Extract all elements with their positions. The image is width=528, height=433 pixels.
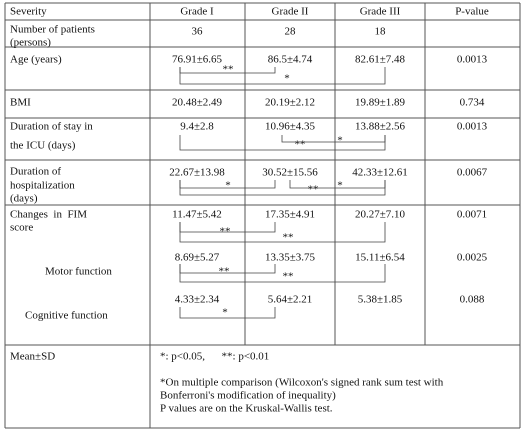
comparison-bracket	[179, 264, 386, 283]
p-value: 0.0025	[457, 252, 488, 264]
value-cell: 30.52±15.56	[262, 167, 318, 179]
row-label: (persons)	[10, 37, 51, 49]
value-cell: 22.67±13.98	[169, 167, 225, 179]
header-cell: Severity	[10, 6, 47, 18]
header-cell: Grade III	[360, 6, 401, 18]
row-label: Duration of	[10, 166, 61, 178]
significance-mark: *	[225, 180, 231, 192]
value-cell: 4.33±2.34	[175, 294, 220, 306]
value-cell: 20.19±2.12	[265, 97, 315, 109]
value-cell: 10.96±4.35	[265, 121, 316, 133]
value-cell: 18	[375, 26, 387, 38]
comparison-bracket	[179, 67, 386, 85]
significance-mark: **	[283, 232, 294, 244]
comparison-bracket	[281, 135, 386, 143]
significance-mark: *	[337, 180, 343, 192]
significance-mark: **	[220, 226, 231, 238]
p-value: 0.0013	[457, 121, 488, 133]
row-label: Number of patients	[10, 24, 95, 36]
value-cell: 76.91±6.65	[172, 54, 223, 66]
header-cell: Grade II	[272, 6, 309, 18]
row-label: the ICU (days)	[10, 140, 76, 152]
footer-note: P values are on the Kruskal-Wallis test.	[160, 403, 333, 415]
value-cell: 17.35±4.91	[265, 209, 315, 221]
value-cell: 42.33±12.61	[352, 167, 408, 179]
value-cell: 9.4±2.8	[180, 121, 214, 133]
row-label: Changes in FIM	[10, 209, 87, 221]
significance-mark: **	[308, 184, 319, 196]
footer-note: *On multiple comparison (Wilcoxon's sign…	[160, 377, 444, 389]
value-cell: 11.47±5.42	[172, 209, 222, 221]
row-label: BMI	[10, 97, 31, 109]
comparison-bracket	[179, 307, 276, 319]
value-cell: 36	[192, 26, 204, 38]
significance-mark: **	[223, 64, 234, 76]
row-label: (days)	[10, 193, 38, 205]
header-cell: P-value	[455, 6, 489, 18]
value-cell: 28	[285, 26, 297, 38]
p-value: 0.0067	[457, 167, 488, 179]
comparison-bracket	[289, 180, 386, 189]
footer-note: Bonferroni's modification of inequality)	[160, 390, 336, 402]
p-value: 0.088	[460, 294, 485, 306]
footer-legend: *: p<0.05, **: p<0.01	[160, 351, 269, 363]
footer-label: Mean±SD	[10, 351, 55, 363]
p-value: 0.734	[460, 97, 485, 109]
row-label: Cognitive function	[25, 310, 108, 322]
value-cell: 13.88±2.56	[355, 121, 406, 133]
comparison-bracket	[179, 222, 386, 243]
value-cell: 20.27±7.10	[355, 209, 406, 221]
significance-mark: *	[337, 135, 343, 147]
value-cell: 19.89±1.89	[355, 97, 406, 109]
value-cell: 13.35±3.75	[265, 252, 316, 264]
significance-mark: **	[219, 266, 230, 278]
value-cell: 20.48±2.49	[172, 97, 223, 109]
row-label: Age (years)	[10, 54, 62, 66]
row-label: score	[10, 222, 33, 234]
row-label: hospitalization	[10, 180, 75, 192]
row-label: Motor function	[45, 266, 112, 278]
value-cell: 82.61±7.48	[355, 54, 406, 66]
value-cell: 15.11±6.54	[355, 252, 405, 264]
value-cell: 8.69±5.27	[175, 252, 220, 264]
value-cell: 5.64±2.21	[268, 294, 313, 306]
p-value: 0.0071	[457, 209, 487, 221]
significance-mark: **	[283, 271, 294, 283]
p-value: 0.0013	[457, 54, 488, 66]
significance-mark: **	[295, 139, 306, 151]
value-cell: 5.38±1.85	[358, 294, 403, 306]
value-cell: 86.5±4.74	[268, 54, 313, 66]
row-label: Duration of stay in	[10, 121, 93, 133]
header-cell: Grade I	[180, 6, 214, 18]
significance-mark: *	[284, 73, 290, 85]
significance-mark: *	[222, 307, 228, 319]
comparison-bracket	[179, 135, 386, 151]
